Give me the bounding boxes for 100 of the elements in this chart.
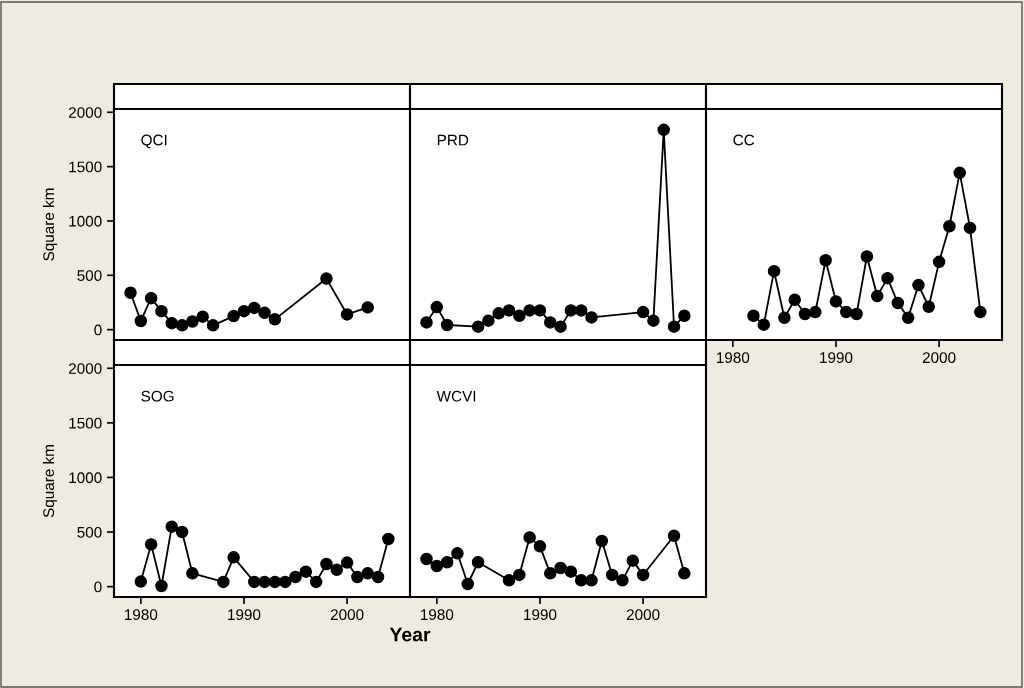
point [340,308,354,321]
x-tick-label: 1980 [124,609,158,621]
point [564,565,578,578]
point [155,579,168,593]
point [320,557,333,571]
text: WCVI [436,390,476,402]
point [544,316,557,329]
x-tick-label: 2000 [330,609,364,621]
point [963,221,977,235]
point [134,314,148,328]
point [186,315,199,328]
point [258,575,271,589]
point [513,309,526,323]
text: QCI [141,134,167,149]
point [819,253,832,267]
point [554,320,567,333]
point [440,556,454,569]
point [309,575,323,589]
point [420,552,433,566]
point [175,319,189,332]
point [922,300,936,313]
point [268,313,282,326]
point [361,567,374,580]
y-axis-title: Square km [42,445,58,518]
y-tick-label: 500 [77,270,102,282]
point [482,314,495,327]
text: PRD [437,134,469,146]
point [943,220,956,233]
y-tick-label: 1500 [69,161,102,173]
point [144,291,158,305]
point [134,575,148,588]
point [881,271,894,285]
x-axis-title: Year [389,627,431,642]
point [186,567,199,580]
x-tick-label: 1980 [420,609,454,621]
point [544,567,557,580]
point [217,575,230,589]
y-tick-label: 2000 [68,107,102,118]
point [124,286,137,299]
point [268,575,282,589]
point [678,567,691,580]
point [870,289,884,303]
point [574,574,588,587]
y-axis-title: Square km [42,188,58,261]
x-tick-label: 1980 [716,352,750,364]
x-tick-label: 2000 [922,352,956,364]
point [932,255,946,269]
point [361,301,374,314]
point [574,304,588,317]
y-tick-label: 1000 [69,472,102,484]
point [248,301,261,315]
point [757,318,771,331]
y-tick-label: 500 [77,526,102,538]
point [533,304,547,317]
point [278,575,292,589]
point [636,568,650,582]
point [678,309,691,323]
point [144,538,158,551]
point [829,295,843,308]
point [860,250,874,263]
point [626,554,640,567]
point [912,278,925,292]
point [340,556,354,569]
y-tick-label: 1500 [69,417,102,429]
point [798,307,812,321]
point [165,520,179,533]
point [440,318,454,332]
y-tick-label: 0 [94,581,102,593]
point [636,305,650,319]
point [492,307,505,320]
point [850,307,863,321]
point [974,305,987,319]
point [667,529,681,543]
point [564,304,578,317]
point [667,320,681,333]
point [471,556,485,569]
point [595,534,609,548]
point [420,316,433,329]
point [196,310,209,323]
point [657,123,670,137]
point [840,305,853,319]
point [248,575,261,589]
point [165,316,179,330]
point [585,311,598,324]
point [523,304,536,317]
point [533,540,547,553]
point [513,568,526,582]
point [953,166,966,180]
point [778,311,791,324]
y-tick-label: 0 [94,324,102,336]
point [382,532,395,546]
x-tick-label: 1990 [228,609,261,621]
point [258,306,271,320]
point [461,577,475,591]
point [430,300,444,314]
x-tick-label: 1990 [820,352,853,364]
point [227,309,240,323]
point [767,264,781,278]
point [585,574,598,587]
point [605,568,619,582]
